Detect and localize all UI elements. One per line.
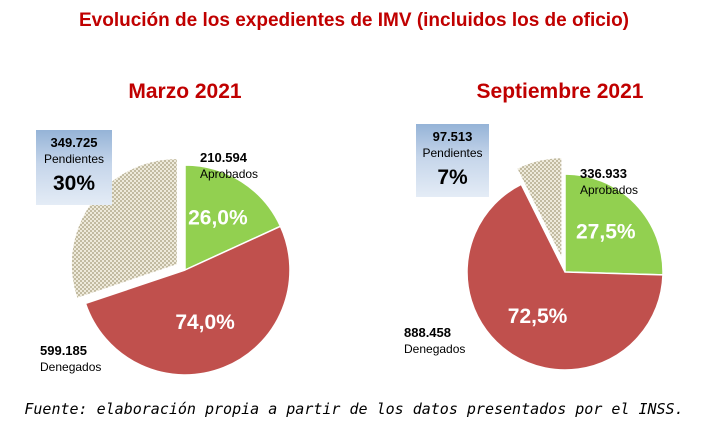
chart-0-pendientes-label: Pendientes [44, 152, 104, 166]
chart-1-pct-aprobados: 27,5% [576, 220, 636, 243]
chart-0-pct-aprobados: 26,0% [188, 207, 248, 230]
chart-0-pendientes-box [36, 130, 112, 205]
chart-0-pendientes-pct: 30% [53, 172, 95, 195]
chart-0-denegados-value: 599.185 [40, 343, 87, 358]
chart-1-pendientes-pct: 7% [437, 166, 468, 189]
chart-title: Evolución de los expedientes de IMV (inc… [78, 10, 630, 31]
chart-1-slice-pendientes [517, 158, 562, 257]
chart-1-denegados-value: 888.458 [404, 325, 451, 340]
chart-1-aprobados-value: 336.933 [580, 166, 627, 181]
chart-1-denegados-label: Denegados [404, 342, 465, 356]
chart-1-pendientes-box [416, 124, 489, 197]
chart-0-slice-aprobados [184, 164, 282, 272]
chart-0-aprobados-label: Aprobados [200, 167, 258, 181]
chart-0-subtitle: Marzo 2021 [128, 80, 242, 103]
chart-0-pct-denegados: 74,0% [175, 311, 235, 334]
chart-source: Fuente: elaboración propia a partir de l… [24, 400, 684, 418]
chart-0-pendientes-value: 349.725 [51, 135, 98, 150]
chart-1-pendientes-value: 97.513 [433, 129, 473, 144]
chart-1-slice-aprobados [564, 173, 664, 276]
chart-0-aprobados-value: 210.594 [200, 150, 248, 165]
chart-1-pendientes-label: Pendientes [422, 146, 482, 160]
chart-1-pct-denegados: 72,5% [508, 305, 568, 328]
chart-0-denegados-label: Denegados [40, 360, 101, 374]
chart-1-subtitle: Septiembre 2021 [477, 80, 644, 103]
chart-0-slice-denegados [84, 225, 291, 376]
chart-1-slice-denegados [466, 183, 664, 371]
chart-1-aprobados-label: Aprobados [580, 183, 638, 197]
chart-0-slice-pendientes [71, 159, 177, 298]
